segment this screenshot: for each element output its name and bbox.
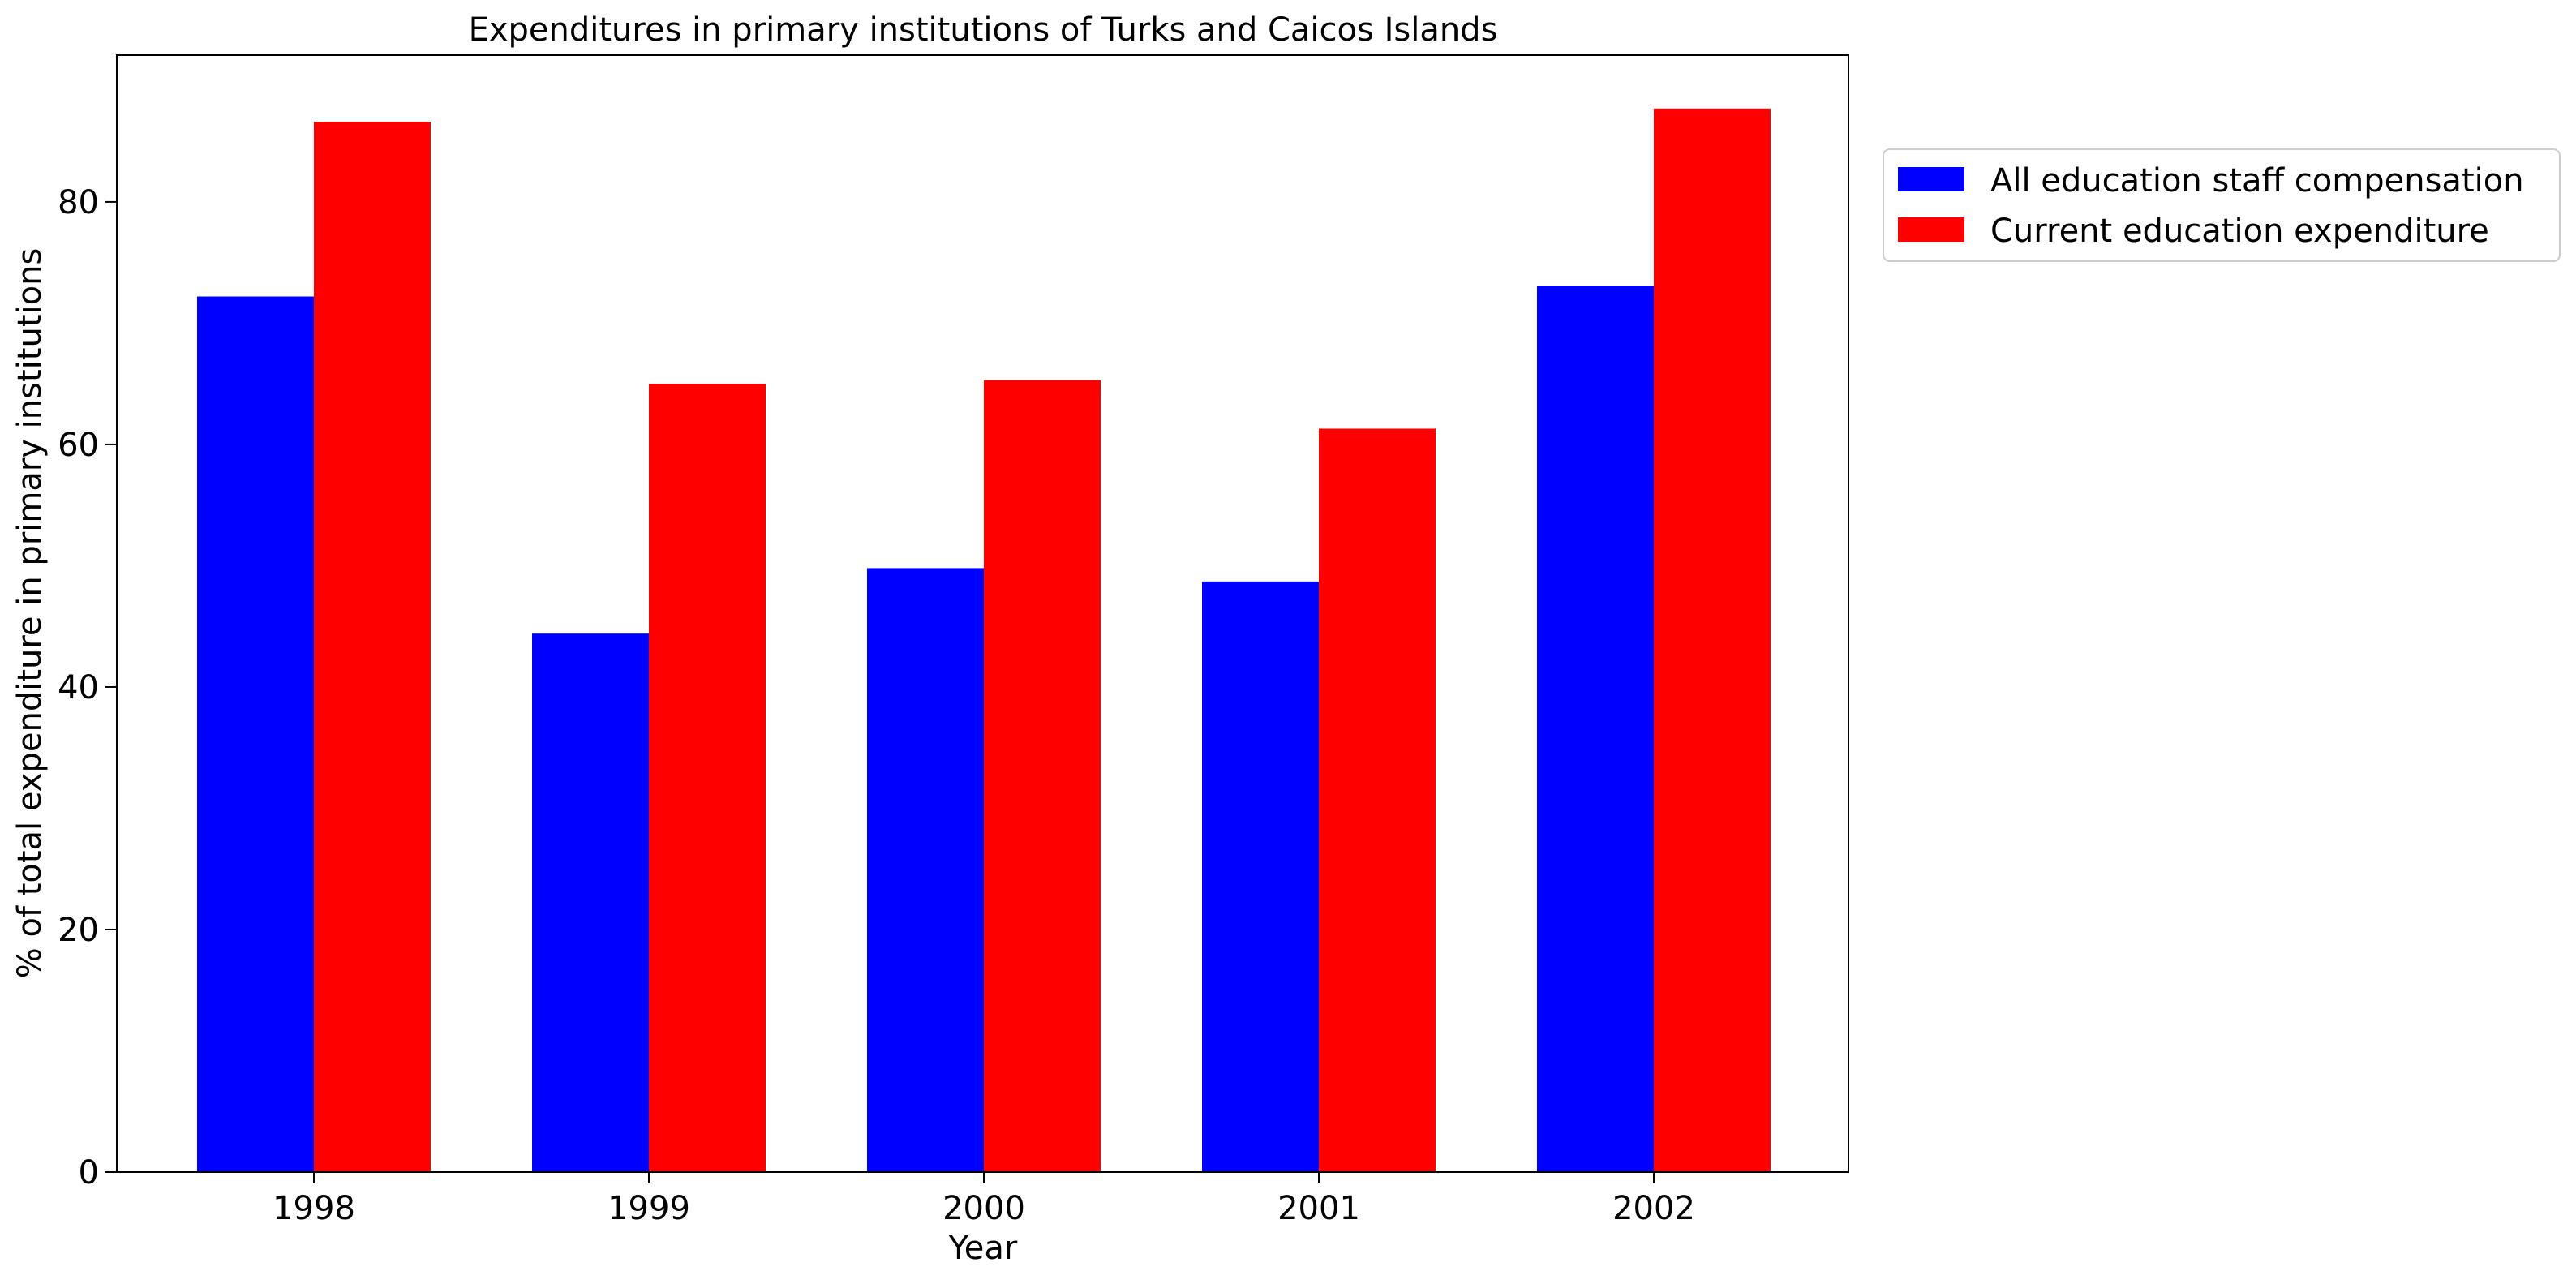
y-tick-label-0: 0	[79, 1154, 99, 1192]
y-tick-label-60: 60	[58, 427, 99, 464]
bar-series-1-1998	[197, 296, 314, 1172]
bar-series-1-2001	[1202, 581, 1319, 1172]
x-tick-label-1998: 1998	[273, 1190, 355, 1227]
y-axis-label: % of total expenditure in primary instit…	[11, 248, 49, 979]
x-tick-label-2000: 2000	[942, 1190, 1025, 1227]
legend-box	[1883, 148, 2561, 262]
plot-frame	[116, 54, 1849, 1173]
chart-title: Expenditures in primary institutions of …	[469, 11, 1498, 49]
bar-series-2-1998	[314, 122, 431, 1172]
bar-series-2-1999	[649, 384, 766, 1172]
bar-series-2-2001	[1319, 428, 1436, 1172]
bar-series-2-2000	[984, 380, 1101, 1172]
x-axis: 1998 1999 2000 2001 2002	[273, 1172, 1695, 1227]
y-tick-label-80: 80	[58, 184, 99, 221]
bar-series-2-2002	[1654, 108, 1771, 1172]
bar-series-1-2000	[867, 568, 984, 1172]
legend-label-1: All education staff compensation	[1990, 162, 2524, 200]
bars-layer	[197, 108, 1771, 1172]
bar-series-1-1999	[532, 633, 649, 1172]
x-tick-label-1999: 1999	[608, 1190, 690, 1227]
y-tick-label-40: 40	[58, 669, 99, 706]
y-tick-label-20: 20	[58, 912, 99, 949]
bar-series-1-2002	[1537, 286, 1654, 1172]
legend-swatch-1	[1898, 167, 1964, 191]
y-axis: 0 20 40 60 80	[58, 184, 117, 1192]
legend-swatch-2	[1898, 217, 1964, 242]
legend-label-2: Current education expenditure	[1990, 213, 2489, 250]
x-tick-label-2002: 2002	[1612, 1190, 1695, 1227]
x-axis-label: Year	[948, 1230, 1018, 1267]
x-tick-label-2001: 2001	[1277, 1190, 1360, 1227]
legend: All education staff compensation Current …	[1883, 148, 2561, 262]
